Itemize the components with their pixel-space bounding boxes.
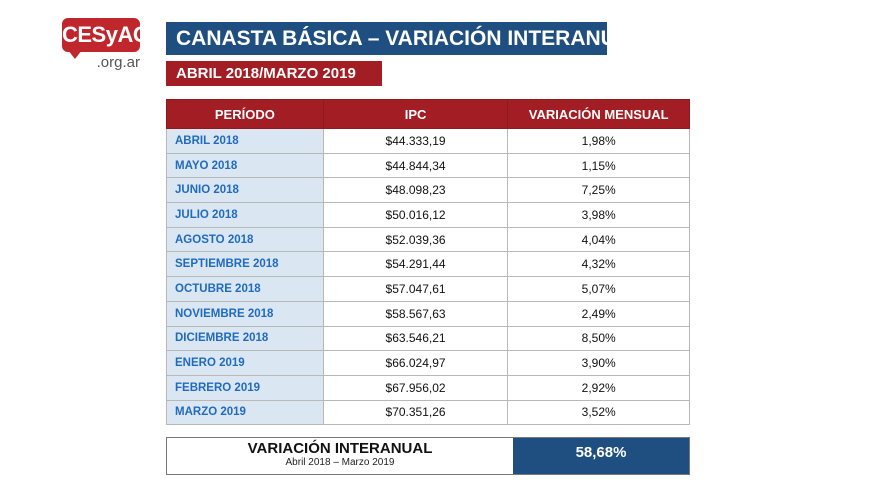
header-periodo: PERÍODO bbox=[166, 99, 324, 129]
row-ipc: $48.098,23 bbox=[322, 177, 509, 204]
row-periodo: JULIO 2018 bbox=[166, 202, 324, 228]
table-row: ABRIL 2018 $44.333,19 1,98% bbox=[166, 128, 690, 154]
summary-value: 58,68% bbox=[513, 438, 689, 474]
row-variacion: 3,52% bbox=[507, 399, 690, 426]
logo-bubble-tail bbox=[68, 50, 82, 59]
row-variacion: 2,49% bbox=[507, 300, 690, 327]
header-ipc: IPC bbox=[322, 99, 509, 129]
row-variacion: 8,50% bbox=[507, 325, 690, 352]
row-periodo: ABRIL 2018 bbox=[166, 128, 324, 154]
row-ipc: $44.333,19 bbox=[322, 128, 509, 154]
row-variacion: 2,92% bbox=[507, 374, 690, 401]
row-variacion: 4,04% bbox=[507, 226, 690, 253]
row-variacion: 3,90% bbox=[507, 350, 690, 376]
ipc-table: PERÍODO IPC VARIACIÓN MENSUAL ABRIL 2018… bbox=[166, 99, 690, 426]
table-row: NOVIEMBRE 2018 $58.567,63 2,49% bbox=[166, 300, 690, 327]
row-periodo: OCTUBRE 2018 bbox=[166, 276, 324, 302]
table-row: MARZO 2019 $70.351,26 3,52% bbox=[166, 399, 690, 426]
row-variacion: 7,25% bbox=[507, 177, 690, 204]
table-body: ABRIL 2018 $44.333,19 1,98% MAYO 2018 $44.84… bbox=[166, 128, 690, 426]
summary-title: VARIACIÓN INTERANUAL bbox=[247, 440, 433, 457]
row-ipc: $54.291,44 bbox=[322, 251, 509, 278]
row-variacion: 5,07% bbox=[507, 276, 690, 302]
table-row: JUNIO 2018 $48.098,23 7,25% bbox=[166, 177, 690, 204]
page-subtitle: ABRIL 2018/MARZO 2019 bbox=[166, 61, 382, 86]
row-periodo: NOVIEMBRE 2018 bbox=[166, 300, 324, 327]
row-variacion: 3,98% bbox=[507, 202, 690, 228]
row-periodo: MARZO 2019 bbox=[166, 399, 324, 426]
summary-range: Abril 2018 – Marzo 2019 bbox=[285, 457, 395, 468]
table-row: FEBRERO 2019 $67.956,02 2,92% bbox=[166, 374, 690, 401]
row-periodo: AGOSTO 2018 bbox=[166, 226, 324, 253]
cesyac-logo: CESyAC .org.ar bbox=[62, 18, 149, 76]
table-row: ENERO 2019 $66.024,97 3,90% bbox=[166, 350, 690, 376]
row-periodo: FEBRERO 2019 bbox=[166, 374, 324, 401]
row-ipc: $66.024,97 bbox=[322, 350, 509, 376]
row-ipc: $67.956,02 bbox=[322, 374, 509, 401]
table-header-row: PERÍODO IPC VARIACIÓN MENSUAL bbox=[166, 99, 690, 129]
summary-label-cell: VARIACIÓN INTERANUAL Abril 2018 – Marzo … bbox=[167, 438, 513, 474]
row-periodo: MAYO 2018 bbox=[166, 152, 324, 179]
row-periodo: ENERO 2019 bbox=[166, 350, 324, 376]
row-periodo: JUNIO 2018 bbox=[166, 177, 324, 204]
page-title: CANASTA BÁSICA – VARIACIÓN INTERANUAL bbox=[166, 22, 644, 55]
table-row: JULIO 2018 $50.016,12 3,98% bbox=[166, 202, 690, 228]
header-variacion-mensual: VARIACIÓN MENSUAL bbox=[507, 99, 690, 129]
row-ipc: $63.546,21 bbox=[322, 325, 509, 352]
row-variacion: 1,15% bbox=[507, 152, 690, 179]
row-periodo: SEPTIEMBRE 2018 bbox=[166, 251, 324, 278]
table-row: OCTUBRE 2018 $57.047,61 5,07% bbox=[166, 276, 690, 302]
row-ipc: $70.351,26 bbox=[322, 399, 509, 426]
row-ipc: $57.047,61 bbox=[322, 276, 509, 302]
logo-name: CESyAC bbox=[62, 18, 149, 52]
row-periodo: DICIEMBRE 2018 bbox=[166, 325, 324, 352]
logo-domain: .org.ar bbox=[96, 54, 140, 71]
row-ipc: $50.016,12 bbox=[322, 202, 509, 228]
row-variacion: 4,32% bbox=[507, 251, 690, 278]
row-ipc: $58.567,63 bbox=[322, 300, 509, 327]
summary-box: VARIACIÓN INTERANUAL Abril 2018 – Marzo … bbox=[166, 437, 690, 475]
table-row: DICIEMBRE 2018 $63.546,21 8,50% bbox=[166, 325, 690, 352]
table-row: AGOSTO 2018 $52.039,36 4,04% bbox=[166, 226, 690, 253]
table-row: SEPTIEMBRE 2018 $54.291,44 4,32% bbox=[166, 251, 690, 278]
row-variacion: 1,98% bbox=[507, 128, 690, 154]
row-ipc: $44.844,34 bbox=[322, 152, 509, 179]
row-ipc: $52.039,36 bbox=[322, 226, 509, 253]
table-row: MAYO 2018 $44.844,34 1,15% bbox=[166, 152, 690, 179]
